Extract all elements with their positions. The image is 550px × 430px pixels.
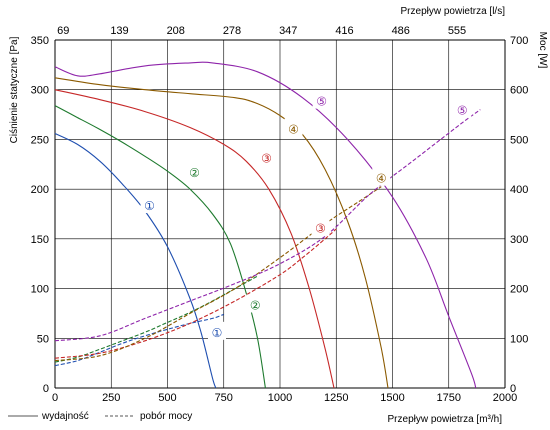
series-5-pressure-marker: ⑤ — [316, 95, 327, 109]
x-tick-label-bottom: 1000 — [268, 392, 292, 404]
x-tick-label-top: 208 — [167, 25, 185, 37]
y-tick-label-right: 0 — [510, 383, 516, 395]
series-3-pressure-line — [54, 89, 335, 389]
x-tick-label-bottom: 1500 — [380, 392, 404, 404]
x-tick-label-top: 278 — [223, 25, 241, 37]
series-3-power-marker: ③ — [315, 221, 326, 235]
series-5-marker-bg — [312, 90, 331, 109]
series-5-marker-bg — [453, 99, 472, 118]
y-tick-label-right: 400 — [510, 184, 528, 196]
x-tick-label-bottom: 0 — [52, 392, 58, 404]
y-tick-label-right: 600 — [510, 85, 528, 97]
series-1-power-line — [54, 313, 224, 367]
series-2-power-marker: ② — [250, 298, 261, 312]
x-tick-label-bottom: 750 — [215, 392, 233, 404]
series-4-power-marker: ④ — [376, 172, 387, 186]
y-tick-label-left: 200 — [31, 184, 49, 196]
x-tick-label-bottom: 1750 — [437, 392, 461, 404]
legend-dashed-label: pobór mocy — [140, 411, 192, 422]
series-4-pressure-line — [54, 77, 389, 389]
y-axis-label-left: Ciśnienie statyczne [Pa] — [9, 36, 20, 143]
series-1-pressure-line — [54, 133, 217, 389]
series-1-power-marker: ① — [212, 326, 223, 340]
series-2-marker-bg — [185, 162, 204, 181]
y-tick-label-left: 250 — [31, 134, 49, 146]
x-tick-label-top: 486 — [392, 25, 410, 37]
x-tick-label-top: 347 — [279, 25, 297, 37]
series-2-pressure-line — [54, 105, 266, 389]
legend-solid-label: wydajność — [41, 411, 89, 422]
series-3-power-line — [54, 228, 337, 359]
y-tick-label-left: 150 — [31, 234, 49, 246]
x-axis-label-top: Przepływ powietrza [l/s] — [401, 6, 506, 17]
series-2-marker-bg — [246, 294, 265, 313]
series-4-power-line — [54, 186, 382, 362]
y-tick-label-left: 350 — [31, 35, 49, 47]
legend: wydajność pobór mocy — [8, 411, 192, 422]
series-4-pressure-marker: ④ — [288, 122, 299, 136]
x-tick-label-bottom: 1250 — [324, 392, 348, 404]
series-4-marker-bg — [284, 118, 303, 137]
y-tick-label-right: 200 — [510, 284, 528, 296]
x-tick-label-top: 139 — [110, 25, 128, 37]
x-axis-label-bottom: Przepływ powietrza [m³/h] — [388, 414, 503, 425]
y-tick-label-left: 100 — [31, 284, 49, 296]
x-tick-label-bottom: 250 — [102, 392, 120, 404]
x-tick-label-top: 69 — [57, 25, 69, 37]
series-5-power-marker: ⑤ — [457, 104, 468, 118]
y-tick-label-right: 500 — [510, 134, 528, 146]
y-tick-label-left: 0 — [43, 383, 49, 395]
series-markers: ① ① ② ② ③ ③ ④ ④ ⑤ ⑤ — [140, 90, 472, 340]
grid — [54, 39, 506, 389]
series-3-pressure-marker: ③ — [261, 151, 272, 165]
series-1-marker-bg — [140, 195, 159, 214]
series-5-power-line — [54, 109, 481, 342]
x-tick-label-top: 555 — [448, 25, 466, 37]
x-tick-label-top: 416 — [335, 25, 353, 37]
y-axis-label-right: Moc [W] — [537, 32, 548, 69]
y-tick-label-left: 300 — [31, 85, 49, 97]
x-tick-label-bottom: 500 — [158, 392, 176, 404]
series-2-pressure-marker: ② — [189, 166, 200, 180]
y-tick-label-right: 700 — [510, 35, 528, 47]
series-5-pressure-line — [54, 61, 477, 389]
y-tick-label-left: 50 — [37, 333, 49, 345]
y-tick-label-right: 300 — [510, 234, 528, 246]
series-1-pressure-marker: ① — [144, 199, 155, 213]
series-3-marker-bg — [311, 217, 330, 236]
series-1-marker-bg — [208, 321, 226, 340]
series-3-marker-bg — [257, 147, 276, 166]
series-lines — [54, 61, 481, 389]
series-2-power-line — [54, 275, 258, 363]
series-4-marker-bg — [372, 167, 391, 186]
x-tick-label-bottom: 2000 — [493, 392, 517, 404]
y-tick-label-right: 100 — [510, 333, 528, 345]
